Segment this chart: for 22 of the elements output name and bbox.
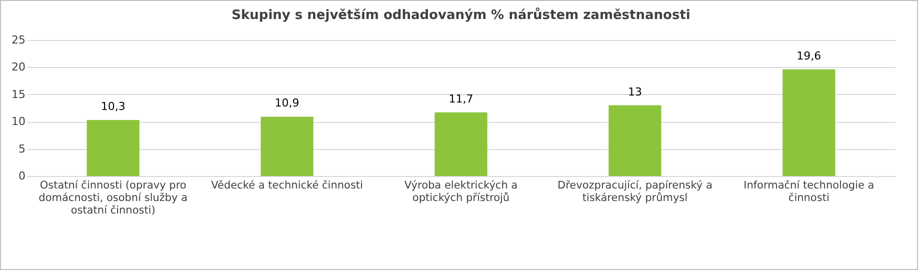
y-tick-label: 20 xyxy=(12,60,26,74)
y-tick-label: 15 xyxy=(12,88,26,101)
bar xyxy=(260,116,314,176)
y-tick-label: 25 xyxy=(12,34,26,46)
x-tick-label: Výroba elektrických a optických přístrojů xyxy=(404,180,518,204)
chart-title: Skupiny s největším odhadovaným % nárůstem zaměstnanosti xyxy=(232,7,690,23)
bar xyxy=(434,112,488,176)
data-label: 19,6 xyxy=(796,49,822,62)
data-label: 10,3 xyxy=(100,100,126,113)
bar xyxy=(86,120,140,176)
bar xyxy=(782,69,836,176)
y-tick-label: 5 xyxy=(18,142,26,156)
data-label: 11,7 xyxy=(448,92,474,106)
y-tick-label: 0 xyxy=(18,170,26,182)
x-tick-label: Dřevozpracující, papírenský a tiskárenský průmysl xyxy=(558,180,712,204)
data-label: 10,9 xyxy=(274,96,300,110)
x-tick-label: Informační technologie a činnosti xyxy=(744,180,874,204)
y-tick-label: 10 xyxy=(12,115,26,128)
data-label: 13 xyxy=(628,85,642,98)
x-tick-label: Ostatní činnosti (opravy pro domácnosti, osobní služby a ostatní činnosti) xyxy=(38,180,188,216)
bar xyxy=(608,105,662,176)
x-tick-label: Vědecké a technické činnosti xyxy=(211,180,363,192)
